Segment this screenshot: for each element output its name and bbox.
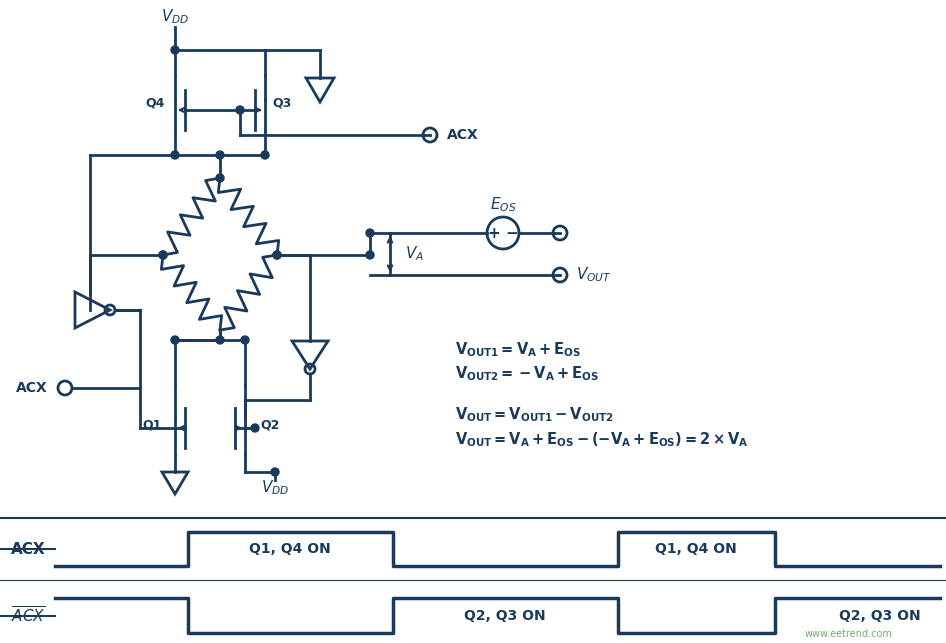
- Text: +: +: [487, 226, 500, 240]
- Text: $E_{OS}$: $E_{OS}$: [490, 195, 517, 214]
- Text: ACX: ACX: [16, 381, 48, 395]
- Text: ACX: ACX: [10, 541, 45, 556]
- Circle shape: [241, 336, 249, 344]
- Text: Q1, Q4 ON: Q1, Q4 ON: [249, 542, 331, 556]
- Circle shape: [261, 151, 269, 159]
- Circle shape: [251, 424, 259, 432]
- Text: $V_{DD}$: $V_{DD}$: [161, 8, 189, 26]
- Circle shape: [273, 251, 281, 259]
- Text: Q2, Q3 ON: Q2, Q3 ON: [839, 609, 920, 623]
- Circle shape: [273, 251, 281, 259]
- Text: $V_{DD}$: $V_{DD}$: [261, 478, 289, 497]
- Text: $V_A$: $V_A$: [405, 244, 424, 264]
- Circle shape: [216, 174, 224, 182]
- Circle shape: [216, 151, 224, 159]
- Text: Q1: Q1: [143, 419, 162, 431]
- Text: $\overline{ACX}$: $\overline{ACX}$: [10, 606, 45, 626]
- Text: $V_{OUT}$: $V_{OUT}$: [576, 266, 612, 284]
- Text: Q2, Q3 ON: Q2, Q3 ON: [464, 609, 546, 623]
- Circle shape: [159, 251, 167, 259]
- Circle shape: [171, 336, 179, 344]
- Text: ACX: ACX: [447, 128, 479, 142]
- Text: Q3: Q3: [272, 96, 291, 109]
- Text: $\mathbf{V_{OUT} = V_{OUT1} - V_{OUT2}}$: $\mathbf{V_{OUT} = V_{OUT1} - V_{OUT2}}$: [455, 406, 613, 424]
- Circle shape: [216, 336, 224, 344]
- Text: −: −: [505, 226, 518, 240]
- Text: Q4: Q4: [146, 96, 165, 109]
- Circle shape: [171, 46, 179, 54]
- Text: www.eetrend.com: www.eetrend.com: [805, 629, 893, 639]
- Circle shape: [236, 106, 244, 114]
- Text: $\mathbf{V_{OUT} = V_A + E_{OS} - (-V_A + E_{OS}) = 2 \times V_A}$: $\mathbf{V_{OUT} = V_A + E_{OS} - (-V_A …: [455, 431, 749, 449]
- Text: Q1, Q4 ON: Q1, Q4 ON: [656, 542, 737, 556]
- Circle shape: [366, 229, 374, 237]
- Circle shape: [171, 151, 179, 159]
- Text: Q2: Q2: [260, 419, 279, 431]
- Circle shape: [159, 251, 167, 259]
- Text: $\mathbf{V_{OUT2} = -V_A + E_{OS}}$: $\mathbf{V_{OUT2} = -V_A + E_{OS}}$: [455, 365, 599, 383]
- Circle shape: [366, 251, 374, 259]
- Circle shape: [271, 468, 279, 476]
- Text: $\mathbf{V_{OUT1} = V_A + E_{OS}}$: $\mathbf{V_{OUT1} = V_A + E_{OS}}$: [455, 341, 581, 359]
